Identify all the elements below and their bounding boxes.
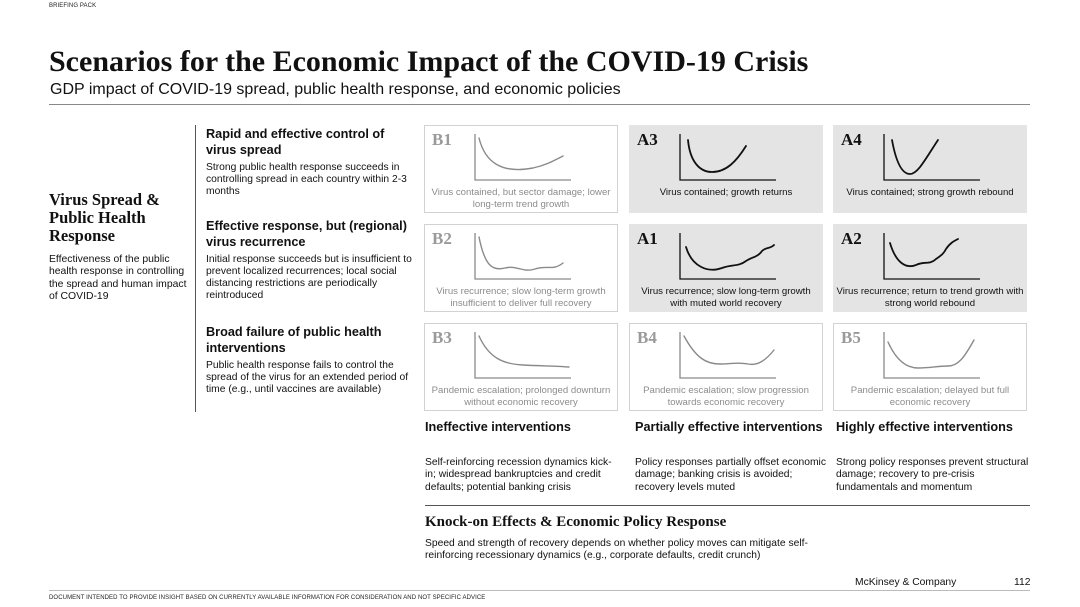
row-title-1: Rapid and effective control of virus spr… [206,127,385,157]
scenario-code: B5 [841,328,861,347]
page-title: Scenarios for the Economic Impact of the… [49,45,809,78]
scenario-caption: Virus recurrence; slow long-term growth … [641,286,811,309]
scenario-caption: Pandemic escalation; delayed but full ec… [850,385,1010,408]
scenario-b2: B2 Virus recurrence; slow long-term growt… [424,224,618,312]
curve-axes [883,233,980,280]
row-description-3: Public health response fails to control … [206,360,409,396]
footer-divider [49,590,1030,591]
gdp-curve-icon [679,134,776,181]
scenario-a1: A1 Virus recurrence; slow long-term growt… [629,224,823,312]
scenario-code: B1 [432,130,452,149]
scenario-caption: Pandemic escalation; slow progression to… [643,385,809,408]
row-description-2: Initial response succeeds but is insuffi… [206,254,412,302]
curve-axes [883,332,980,379]
curve-line [478,236,564,271]
scenario-caption: Virus recurrence; slow long-term growth … [436,286,606,309]
scenario-code: B2 [432,229,452,248]
scenario-b1: B1 Virus contained, but sector damage; lo… [424,125,618,213]
bottom-axis-description: Speed and strength of recovery depends o… [425,538,808,562]
scenario-b4: B4 Pandemic escalation; slow progression … [629,323,823,411]
bottom-axis-divider [425,505,1030,506]
left-axis-divider [195,125,196,412]
row-description-1: Strong public health response succeeds i… [206,162,407,198]
briefing-tag: BRIEFING PACK [49,3,97,9]
scenario-a2: A2 Virus recurrence; return to trend grow… [833,224,1027,312]
curve-axes [679,134,776,181]
gdp-curve-icon [883,134,980,181]
curve-line [891,139,939,175]
column-title-2: Partially effective interventions [635,420,823,434]
curve-axes [474,332,571,379]
scenario-b5: B5 Pandemic escalation; delayed but full … [833,323,1027,411]
scenario-code: A1 [637,229,658,248]
curve-line [478,137,564,171]
column-description-2: Policy responses partially offset econom… [635,457,826,493]
scenario-caption: Virus contained; strong growth rebound [846,187,1014,198]
curve-axes [474,233,571,280]
brand-name: McKinsey & Company [855,577,957,588]
scenario-a4: A4 Virus contained; strong growth rebound [833,125,1027,213]
column-title-1: Ineffective interventions [425,420,571,434]
scenario-caption: Virus contained; growth returns [659,187,793,198]
gdp-curve-icon [679,233,776,280]
bottom-axis-title: Knock-on Effects & Economic Policy Respo… [425,514,727,530]
gdp-curve-icon [883,233,980,280]
scenario-code: A3 [637,130,658,149]
column-title-3: Highly effective interventions [836,420,1013,434]
curve-line [887,339,975,369]
curve-line [683,335,775,366]
row-title-2: Effective response, but (regional) virus… [206,219,407,249]
page-subtitle: GDP impact of COVID-19 spread, public he… [50,81,621,98]
curve-axes [474,134,571,181]
scenario-code: B3 [432,328,452,347]
curve-line [889,238,959,267]
column-description-1: Self-reinforcing recession dynamics kick… [425,457,612,493]
scenario-caption: Pandemic escalation; prolonged downturn … [431,385,611,408]
scenario-caption: Virus recurrence; return to trend growth… [836,286,1024,309]
gdp-curve-icon [474,233,571,280]
gdp-curve-icon [474,134,571,181]
left-axis-description: Effectiveness of the public health respo… [49,254,187,302]
curve-axes [679,332,776,379]
curve-line [687,139,747,173]
gdp-curve-icon [679,332,776,379]
curve-line [478,335,570,368]
gdp-curve-icon [883,332,980,379]
scenario-caption: Virus contained, but sector damage; lowe… [431,187,611,210]
scenario-a3: A3 Virus contained; growth returns [629,125,823,213]
row-title-3: Broad failure of public health intervent… [206,325,382,355]
header-divider [49,104,1030,105]
curve-axes [883,134,980,181]
scenario-code: A2 [841,229,862,248]
curve-line [685,244,775,271]
scenario-code: B4 [637,328,657,347]
curve-axes [679,233,776,280]
footer-disclaimer: DOCUMENT INTENDED TO PROVIDE INSIGHT BAS… [49,595,486,601]
page-number: 112 [1014,577,1031,588]
scenario-code: A4 [841,130,862,149]
gdp-curve-icon [474,332,571,379]
left-axis-title: Virus Spread & Public Health Response [49,190,160,245]
scenario-b3: B3 Pandemic escalation; prolonged downtur… [424,323,618,411]
column-description-3: Strong policy responses prevent structur… [836,457,1029,493]
